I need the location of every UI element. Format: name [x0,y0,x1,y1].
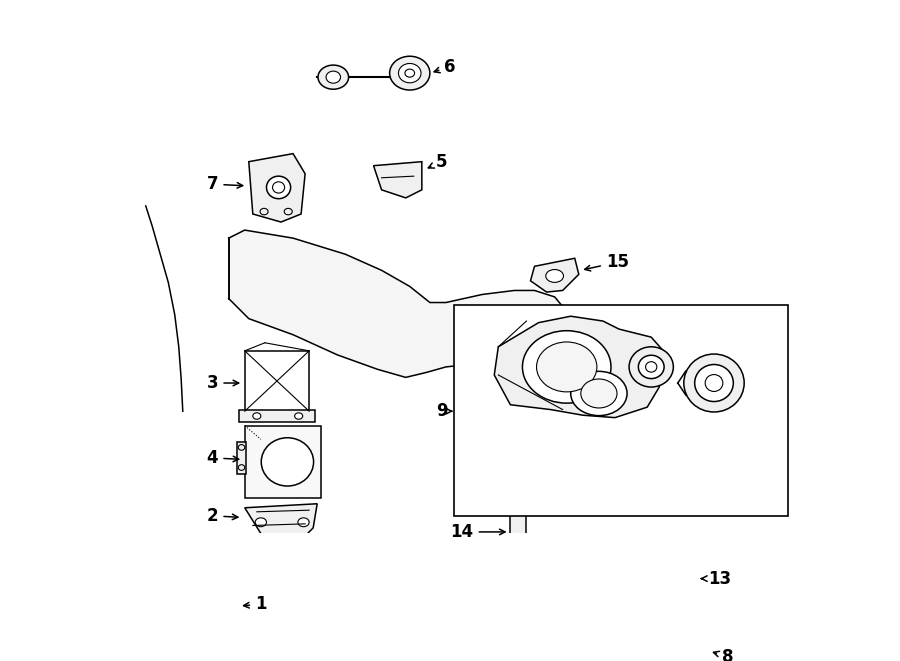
Ellipse shape [545,270,563,282]
Ellipse shape [522,330,611,403]
Ellipse shape [638,355,664,379]
Polygon shape [530,258,579,292]
Polygon shape [248,153,305,222]
Bar [512,504,525,508]
Text: 11: 11 [648,414,697,461]
Bar [245,426,321,498]
Bar [454,305,788,516]
Text: 13: 13 [701,570,731,588]
Bar [510,512,526,572]
Polygon shape [494,316,663,418]
Text: 8: 8 [714,648,734,661]
Ellipse shape [571,371,627,416]
Ellipse shape [632,638,646,651]
Bar [512,498,525,502]
Ellipse shape [186,587,222,619]
Text: 14: 14 [451,523,505,541]
Text: 4: 4 [207,449,238,467]
Ellipse shape [399,63,421,83]
Ellipse shape [298,518,309,527]
Polygon shape [575,641,619,661]
Bar [512,479,525,483]
Ellipse shape [318,65,348,89]
Polygon shape [559,548,696,588]
Text: 2: 2 [207,507,238,525]
Ellipse shape [256,518,266,527]
Text: 5: 5 [428,153,447,171]
Ellipse shape [326,71,340,83]
Bar [237,442,247,474]
Text: 7: 7 [207,175,243,193]
Ellipse shape [629,347,673,387]
Polygon shape [562,637,707,661]
Text: 9: 9 [436,402,452,420]
Text: 12: 12 [614,381,641,436]
Bar [512,485,525,489]
Ellipse shape [511,605,526,617]
Text: 15: 15 [585,253,629,271]
Ellipse shape [695,364,734,401]
Bar [512,492,525,496]
Ellipse shape [390,56,430,90]
Polygon shape [245,504,317,540]
Ellipse shape [176,578,233,631]
Ellipse shape [684,354,744,412]
Bar [245,351,309,411]
Bar [512,466,525,470]
Text: 10: 10 [477,344,506,362]
Ellipse shape [536,342,597,392]
Text: 6: 6 [434,58,455,76]
Ellipse shape [294,413,302,419]
Ellipse shape [580,379,617,408]
Ellipse shape [266,176,291,199]
Ellipse shape [253,413,261,419]
Bar [512,459,525,463]
Bar [512,473,525,477]
Text: 1: 1 [244,596,266,613]
Ellipse shape [605,547,652,581]
Ellipse shape [626,632,653,658]
Ellipse shape [261,438,313,486]
Polygon shape [374,162,422,198]
Polygon shape [229,230,562,377]
Text: 3: 3 [207,374,238,392]
Polygon shape [491,600,546,617]
Bar [239,410,315,422]
